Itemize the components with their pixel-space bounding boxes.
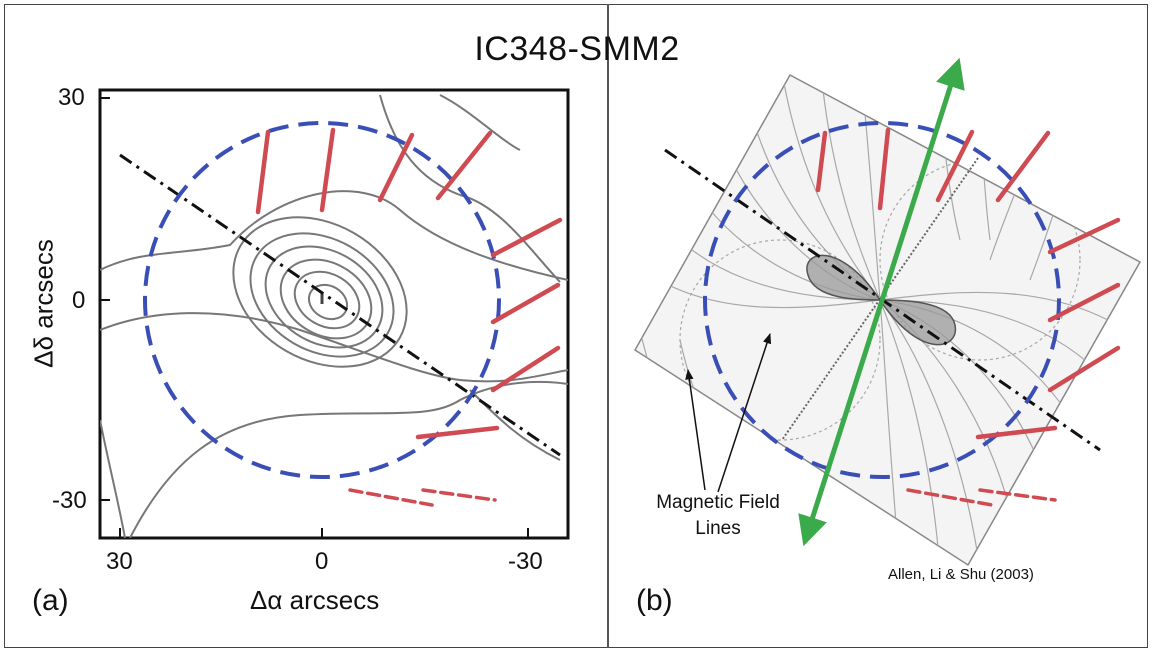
panel-a-x-tick-0: 0: [315, 548, 329, 575]
panel-b-annotation-arrows: [685, 333, 772, 493]
panel-b-label: (b): [636, 584, 673, 617]
annotation-line-2: Lines: [695, 518, 741, 539]
panel-a-polarization-vectors: [255, 127, 563, 440]
panel-divider: [607, 4, 609, 648]
panel-a-label: (a): [32, 584, 69, 617]
panel-b-dashed-vectors: [906, 488, 1057, 507]
citation: Allen, Li & Shu (2003): [888, 566, 1034, 583]
panel-a-y-tick-30: 30: [58, 84, 85, 111]
magnetic-field-lines-annotation: Magnetic Field Lines: [628, 490, 808, 542]
panel-a-y-axis-label: Δδ arcsecs: [28, 239, 59, 368]
panel-a-beam-circle: [143, 121, 501, 479]
panel-b-polarization-vectors: [815, 127, 1121, 440]
panel-b-field-axis-arrow: [798, 57, 965, 547]
annotation-line-1: Magnetic Field: [656, 492, 780, 513]
panel-b-plot: [633, 57, 1142, 567]
panel-a-outflow-axis: [119, 153, 561, 457]
figure-frame: [4, 4, 1148, 648]
panel-a-x-tick-30: 30: [106, 548, 133, 575]
panel-a-x-tick-neg30: -30: [508, 548, 543, 575]
panel-a-y-tick-neg30: -30: [52, 487, 87, 514]
panel-a-y-tick-0: 0: [72, 287, 86, 314]
panel-a-dashed-vectors: [348, 488, 497, 507]
panel-a-x-axis-label: Δα arcsecs: [250, 585, 380, 615]
panel-a-plot: [98, 88, 570, 540]
figure-title: IC348-SMM2: [474, 30, 680, 68]
panel-a-tick-marks: [100, 97, 529, 538]
